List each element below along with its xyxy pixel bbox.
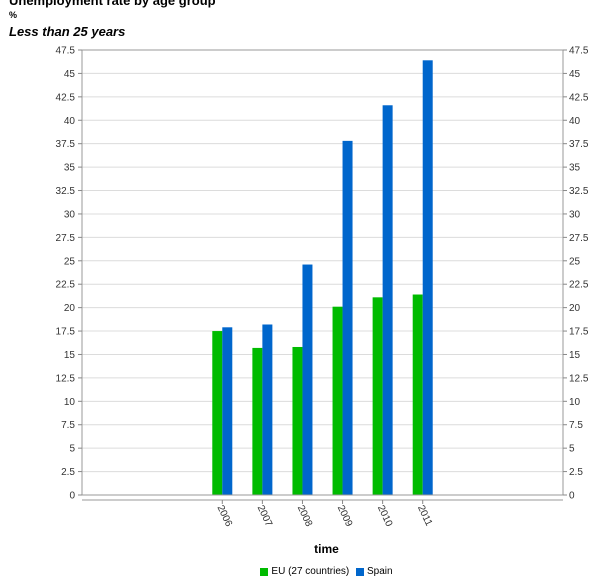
bar-eu-2007 [252, 347, 263, 495]
bar-eu-2009 [332, 306, 343, 495]
y-tick-label-left: 47.5 [56, 46, 76, 57]
y-tick-label-left: 30 [64, 209, 76, 220]
axes [81, 49, 564, 501]
y-tick-label-right: 32.5 [569, 186, 589, 197]
y-tick-label-right: 35 [569, 163, 581, 174]
x-tick-label: 2011 [415, 504, 434, 529]
y-tick-label-left: 7.5 [61, 420, 75, 431]
y-tick-label-right: 5 [569, 444, 575, 455]
bar-eu-2008 [292, 346, 303, 495]
bar-spain-2009 [342, 140, 353, 495]
y-tick-label-left: 22.5 [56, 280, 76, 291]
y-tick-label-right: 15 [569, 350, 581, 361]
y-tick-label-left: 40 [64, 116, 76, 127]
chart-title: Unemployment rate by age group [9, 0, 216, 8]
y-tick-label-left: 15 [64, 350, 76, 361]
y-tick-label-left: 35 [64, 163, 76, 174]
bar-spain-2011 [422, 60, 433, 495]
y-tick-label-left: 10 [64, 397, 76, 408]
y-tick-label-right: 7.5 [569, 420, 583, 431]
chart-unit: % [9, 10, 18, 20]
y-tick-label-right: 30 [569, 209, 581, 220]
x-tick-label: 2009 [335, 504, 355, 529]
y-tick-label-right: 27.5 [569, 233, 589, 244]
y-tick-label-right: 25 [569, 256, 581, 267]
legend-label-spain: Spain [367, 566, 393, 577]
bar-spain-2007 [262, 324, 273, 495]
y-tick-label-left: 32.5 [56, 186, 76, 197]
legend-swatch-spain [356, 567, 364, 576]
y-tick-label-right: 37.5 [569, 139, 589, 150]
y-tick-label-left: 25 [64, 256, 76, 267]
y-tick-label-left: 37.5 [56, 139, 76, 150]
bar-eu-2010 [372, 297, 383, 495]
grid-lines [82, 49, 563, 496]
y-tick-label-left: 27.5 [56, 233, 76, 244]
x-tick-label: 2008 [295, 504, 315, 529]
y-tick-label-left: 20 [64, 303, 76, 314]
y-tick-label-left: 45 [64, 69, 76, 80]
y-tick-label-right: 0 [569, 491, 575, 502]
x-axis-ticks: 2006 2007 2008 2009 2010 2011 [215, 500, 434, 529]
legend: EU (27 countries) Spain [0, 566, 593, 579]
y-tick-label-right: 45 [569, 69, 581, 80]
y-axis-right-ticks: 0 2.5 5 7.5 10 12.5 15 17.5 20 22.5 25 27.5 30 32.5 35… [563, 46, 589, 502]
y-tick-label-left: 0 [69, 491, 75, 502]
bars [212, 60, 433, 495]
x-tick-label: 2006 [215, 504, 235, 529]
y-tick-label-left: 5 [69, 444, 75, 455]
legend-item-eu: EU (27 countries) [260, 566, 349, 577]
y-tick-label-left: 12.5 [56, 373, 76, 384]
bar-eu-2011 [412, 294, 423, 495]
y-tick-label-left: 42.5 [56, 92, 76, 103]
bar-spain-2010 [382, 105, 393, 495]
chart-subtitle: Less than 25 years [9, 24, 126, 39]
bar-eu-2006 [212, 331, 223, 495]
y-tick-label-right: 20 [569, 303, 581, 314]
y-tick-label-right: 17.5 [569, 327, 589, 338]
x-tick-label: 2007 [255, 504, 275, 529]
legend-label-eu: EU (27 countries) [271, 566, 350, 577]
y-tick-label-right: 47.5 [569, 46, 589, 57]
y-tick-label-right: 42.5 [569, 92, 589, 103]
y-tick-label-right: 2.5 [569, 467, 583, 478]
bar-spain-2006 [222, 327, 233, 495]
legend-item-spain: Spain [356, 566, 393, 577]
y-tick-label-left: 17.5 [56, 327, 76, 338]
x-axis-label: time [314, 542, 339, 556]
y-tick-label-right: 12.5 [569, 373, 589, 384]
y-tick-label-right: 10 [569, 397, 581, 408]
bar-spain-2008 [302, 264, 313, 495]
y-tick-label-right: 22.5 [569, 280, 589, 291]
legend-swatch-eu [260, 567, 269, 576]
y-axis-left-ticks: 0 2.5 5 7.5 10 12.5 15 17.5 20 22.5 25 27.5 30 32.5 35… [56, 46, 82, 502]
y-tick-label-right: 40 [569, 116, 581, 127]
plot-area [81, 49, 564, 496]
x-tick-label: 2010 [375, 504, 395, 529]
y-tick-label-left: 2.5 [61, 467, 75, 478]
